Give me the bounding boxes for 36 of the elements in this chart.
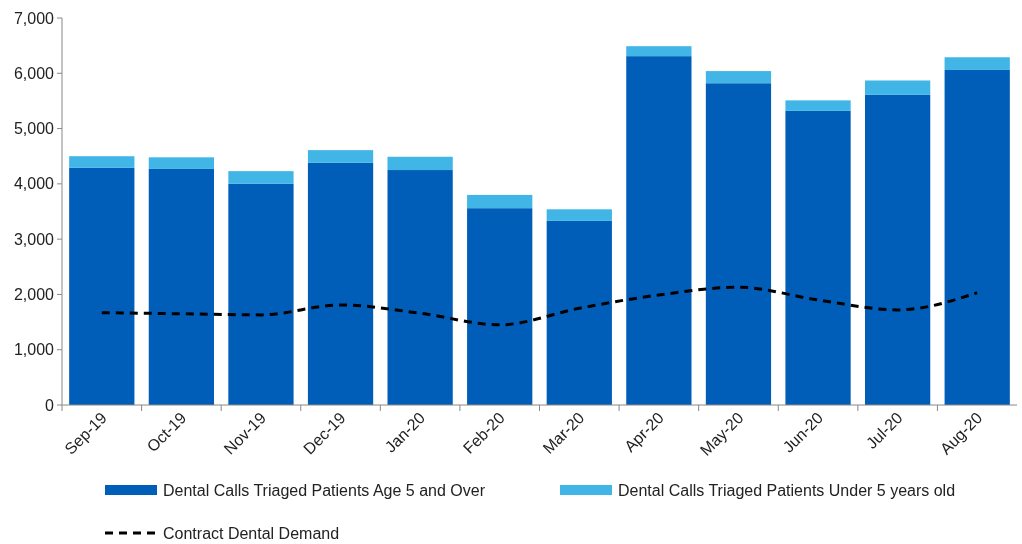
bar — [148, 168, 214, 405]
bar — [626, 56, 692, 405]
bar — [69, 156, 135, 168]
line-series — [100, 285, 979, 327]
bar — [467, 208, 533, 405]
bar — [785, 110, 851, 405]
legend-label: Dental Calls Triaged Patients Under 5 years old — [618, 482, 956, 499]
y-tick-label: 6,000 — [13, 64, 55, 82]
y-tick-label: 0 — [45, 396, 55, 414]
bar — [387, 170, 453, 405]
y-tick-label: 1,000 — [13, 341, 55, 359]
bar — [785, 100, 851, 111]
bar — [387, 156, 453, 171]
bar — [705, 83, 772, 405]
bar — [626, 46, 692, 57]
bar — [69, 167, 135, 405]
y-tick-label: 5,000 — [13, 120, 55, 138]
legend-label: Dental Calls Triaged Patients Age 5 and Over — [163, 482, 486, 499]
y-tick-label: 2,000 — [13, 286, 55, 304]
bar — [546, 209, 612, 221]
bar — [865, 94, 931, 405]
bar — [944, 69, 1010, 405]
bar — [865, 80, 931, 95]
bar — [467, 194, 533, 209]
bar — [148, 157, 214, 169]
bar — [307, 150, 374, 163]
bar — [546, 220, 612, 405]
y-tick-label: 3,000 — [13, 230, 55, 248]
bar — [944, 57, 1010, 70]
bar — [307, 162, 374, 405]
legend-label: Contract Dental Demand — [163, 525, 340, 542]
bar — [705, 71, 772, 84]
y-tick-label: 7,000 — [13, 9, 55, 27]
bar — [228, 171, 294, 184]
y-tick-label: 4,000 — [13, 175, 55, 193]
bar — [228, 183, 294, 405]
